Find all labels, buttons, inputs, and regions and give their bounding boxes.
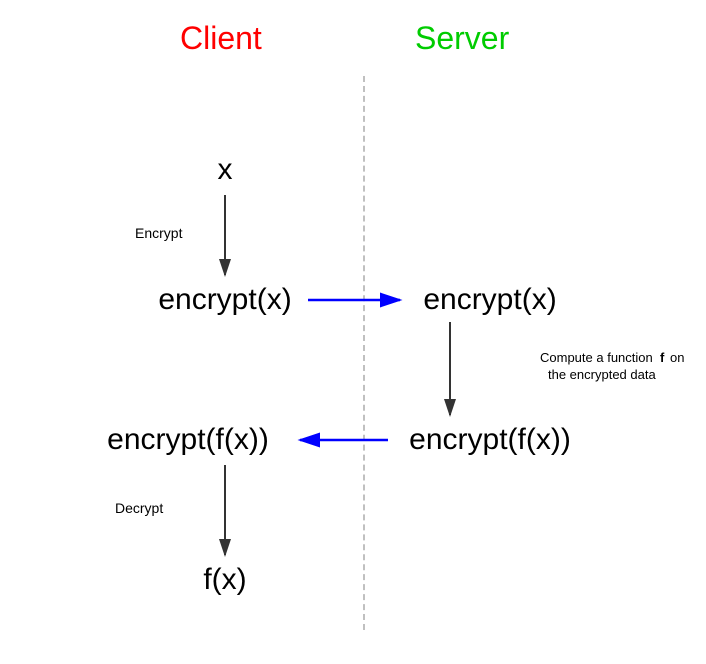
arrow-layer <box>0 0 706 664</box>
